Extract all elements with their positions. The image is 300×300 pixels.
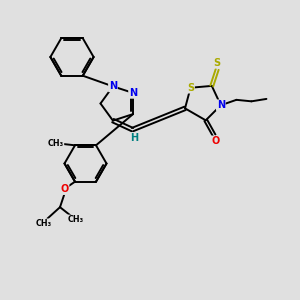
Text: O: O: [212, 136, 220, 146]
Text: H: H: [130, 133, 138, 143]
Text: N: N: [217, 100, 225, 110]
Text: S: S: [187, 83, 194, 93]
Text: CH₃: CH₃: [35, 219, 52, 228]
Text: CH₃: CH₃: [68, 215, 84, 224]
Text: CH₃: CH₃: [47, 139, 64, 148]
Text: S: S: [214, 58, 221, 68]
Text: N: N: [109, 81, 117, 92]
Text: O: O: [60, 184, 69, 194]
Text: N: N: [129, 88, 137, 98]
